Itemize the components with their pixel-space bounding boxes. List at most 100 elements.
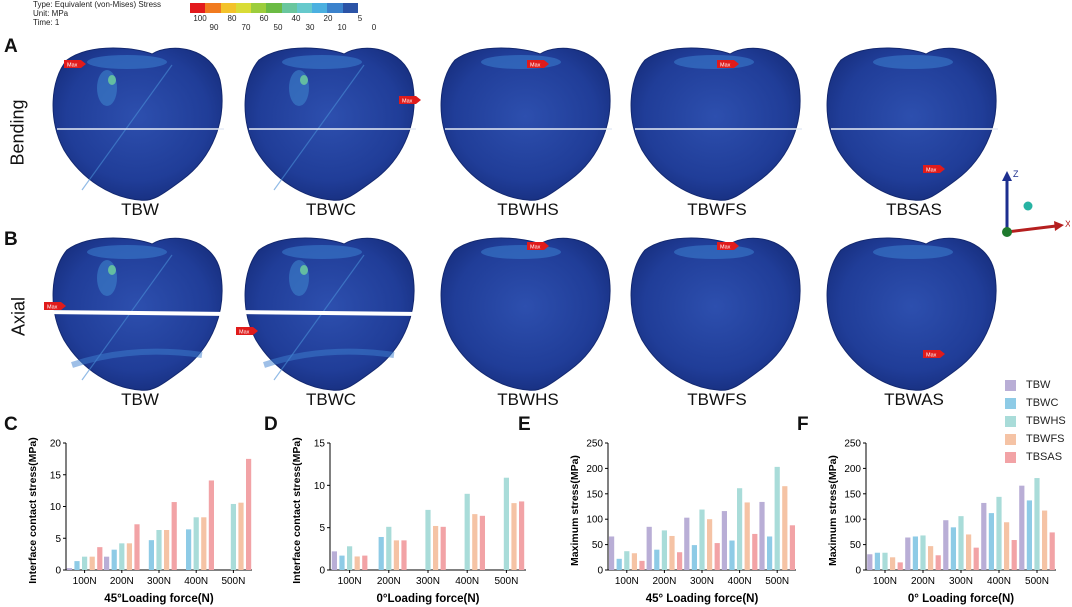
max-stress-label: Max [530,63,541,69]
y-tick-label: 250 [586,439,603,450]
panel-label-d: D [264,414,278,435]
max-stress-marker [923,165,945,173]
x-tick-label: 100N [73,576,97,587]
y-tick-label: 5 [55,534,61,545]
z-axis-head [1002,171,1012,181]
y-tick-label: 50 [850,540,862,551]
stress-region [87,55,167,69]
bar-tbsas [1011,540,1017,570]
bar-tbsas [134,524,140,570]
y-tick-label: 250 [844,439,861,450]
y-tick-label: 15 [314,439,326,450]
bar-tbwfs [631,553,637,570]
x-tick-label: 200N [911,576,935,587]
model-label-b-3: TBWHS [497,390,559,409]
model-label-a-1: TBW [121,200,159,219]
y-tick-label: 100 [586,515,603,526]
y-tick-label: 15 [50,470,62,481]
bar-tbwhs [624,551,630,570]
bar-tbwc [654,549,660,570]
max-stress-label: Max [720,63,731,69]
color-scale-swatch [281,3,298,13]
bar-tbw [609,536,615,570]
bar-tbwfs [393,540,399,570]
y-tick-label: 100 [844,515,861,526]
bar-tbwfs [354,556,360,570]
max-stress-marker [527,242,549,250]
bar-tbsas [714,543,720,570]
y-tick-label: 10 [314,481,326,492]
bar-tbw [943,520,949,570]
bar-tbw [867,554,873,570]
bar-tbwfs [164,529,170,570]
panel-label-f: F [797,414,809,435]
time-label: Time: 1 [33,18,60,27]
bar-tbwhs [119,543,125,570]
x-axis-title: 45° Loading force(N) [646,593,759,605]
y-axis-title: Interface contact stress(MPa) [27,437,39,583]
model-label-b-5: TBWAS [884,390,944,409]
bar-tbwc [339,555,345,570]
bar-tbwhs [699,509,705,570]
legend-swatch [1005,451,1016,463]
fe-bone-model: Max [244,47,421,201]
bar-tbsas [752,533,758,570]
color-scale-swatch [205,3,222,13]
bar-tbsas [440,526,446,570]
bar-tbwc [874,552,880,570]
fe-bone-model: Max [440,237,611,391]
bar-tbwhs [996,496,1002,570]
stress-hotspot [108,265,116,275]
y-axis-title: Interface contact stress(MPa) [291,437,303,583]
y-tick-label: 200 [844,464,861,475]
color-scale-label-bottom: 30 [305,23,315,32]
panel-label-a: A [4,36,18,57]
bar-tbwfs [511,503,517,570]
legend-label: TBWC [1026,397,1059,409]
bar-tbwhs [464,493,470,570]
model-label-b-4: TBWFS [687,390,747,409]
stress-region [282,245,362,259]
bar-tbwfs [744,502,750,570]
legend-entry: TBWFS [1005,430,1071,448]
max-stress-marker [717,242,739,250]
bar-tbwfs [782,486,788,570]
max-stress-marker [64,60,86,68]
bar-tbsas [208,480,214,570]
bar-tbwhs [774,466,780,570]
y-tick-label: 5 [319,523,325,534]
x-tick-label: 300N [147,576,171,587]
bar-tbwfs [890,557,896,570]
x-tick-label: 300N [416,576,440,587]
bar-tbwhs [1034,478,1040,570]
color-scale-swatch [327,3,344,13]
x-tick-label: 100N [873,576,897,587]
bar-tbwfs [201,517,207,570]
bone-surface [826,47,997,201]
color-scale-label-bottom: 50 [273,23,283,32]
model-label-a-2: TBWC [305,200,357,219]
stress-region [87,245,167,259]
bar-tbwhs [958,516,964,570]
color-scale-swatch [220,3,237,13]
x-tick-label: 200N [110,576,134,587]
stress-hotspot [300,75,308,85]
y-tick-label: 0 [855,566,861,577]
fracture-line [81,64,173,191]
x-axis-label: X [1065,219,1070,229]
bar-tbsas [789,525,795,570]
bar-chart-c: 0 5 10 15 20 100N 200N 300N 400N 500N 45°Loading f… [27,437,252,605]
color-scale-label-bottom: 10 [337,23,347,32]
series-legend: TBW TBWC TBWHS TBWFS TBSAS [1005,376,1071,466]
max-stress-label: Max [530,245,541,251]
bar-tbsas [935,555,941,570]
bar-tbw [759,501,765,570]
model-label-a-4: TBWFS [687,200,747,219]
bar-tbwc [1026,500,1032,570]
bar-tbsas [677,552,683,570]
color-scale-label-top: 60 [259,14,269,23]
max-stress-marker [527,60,549,68]
bone-surface [826,237,997,391]
x-tick-label: 500N [1025,576,1049,587]
panel-label-e: E [518,414,531,435]
